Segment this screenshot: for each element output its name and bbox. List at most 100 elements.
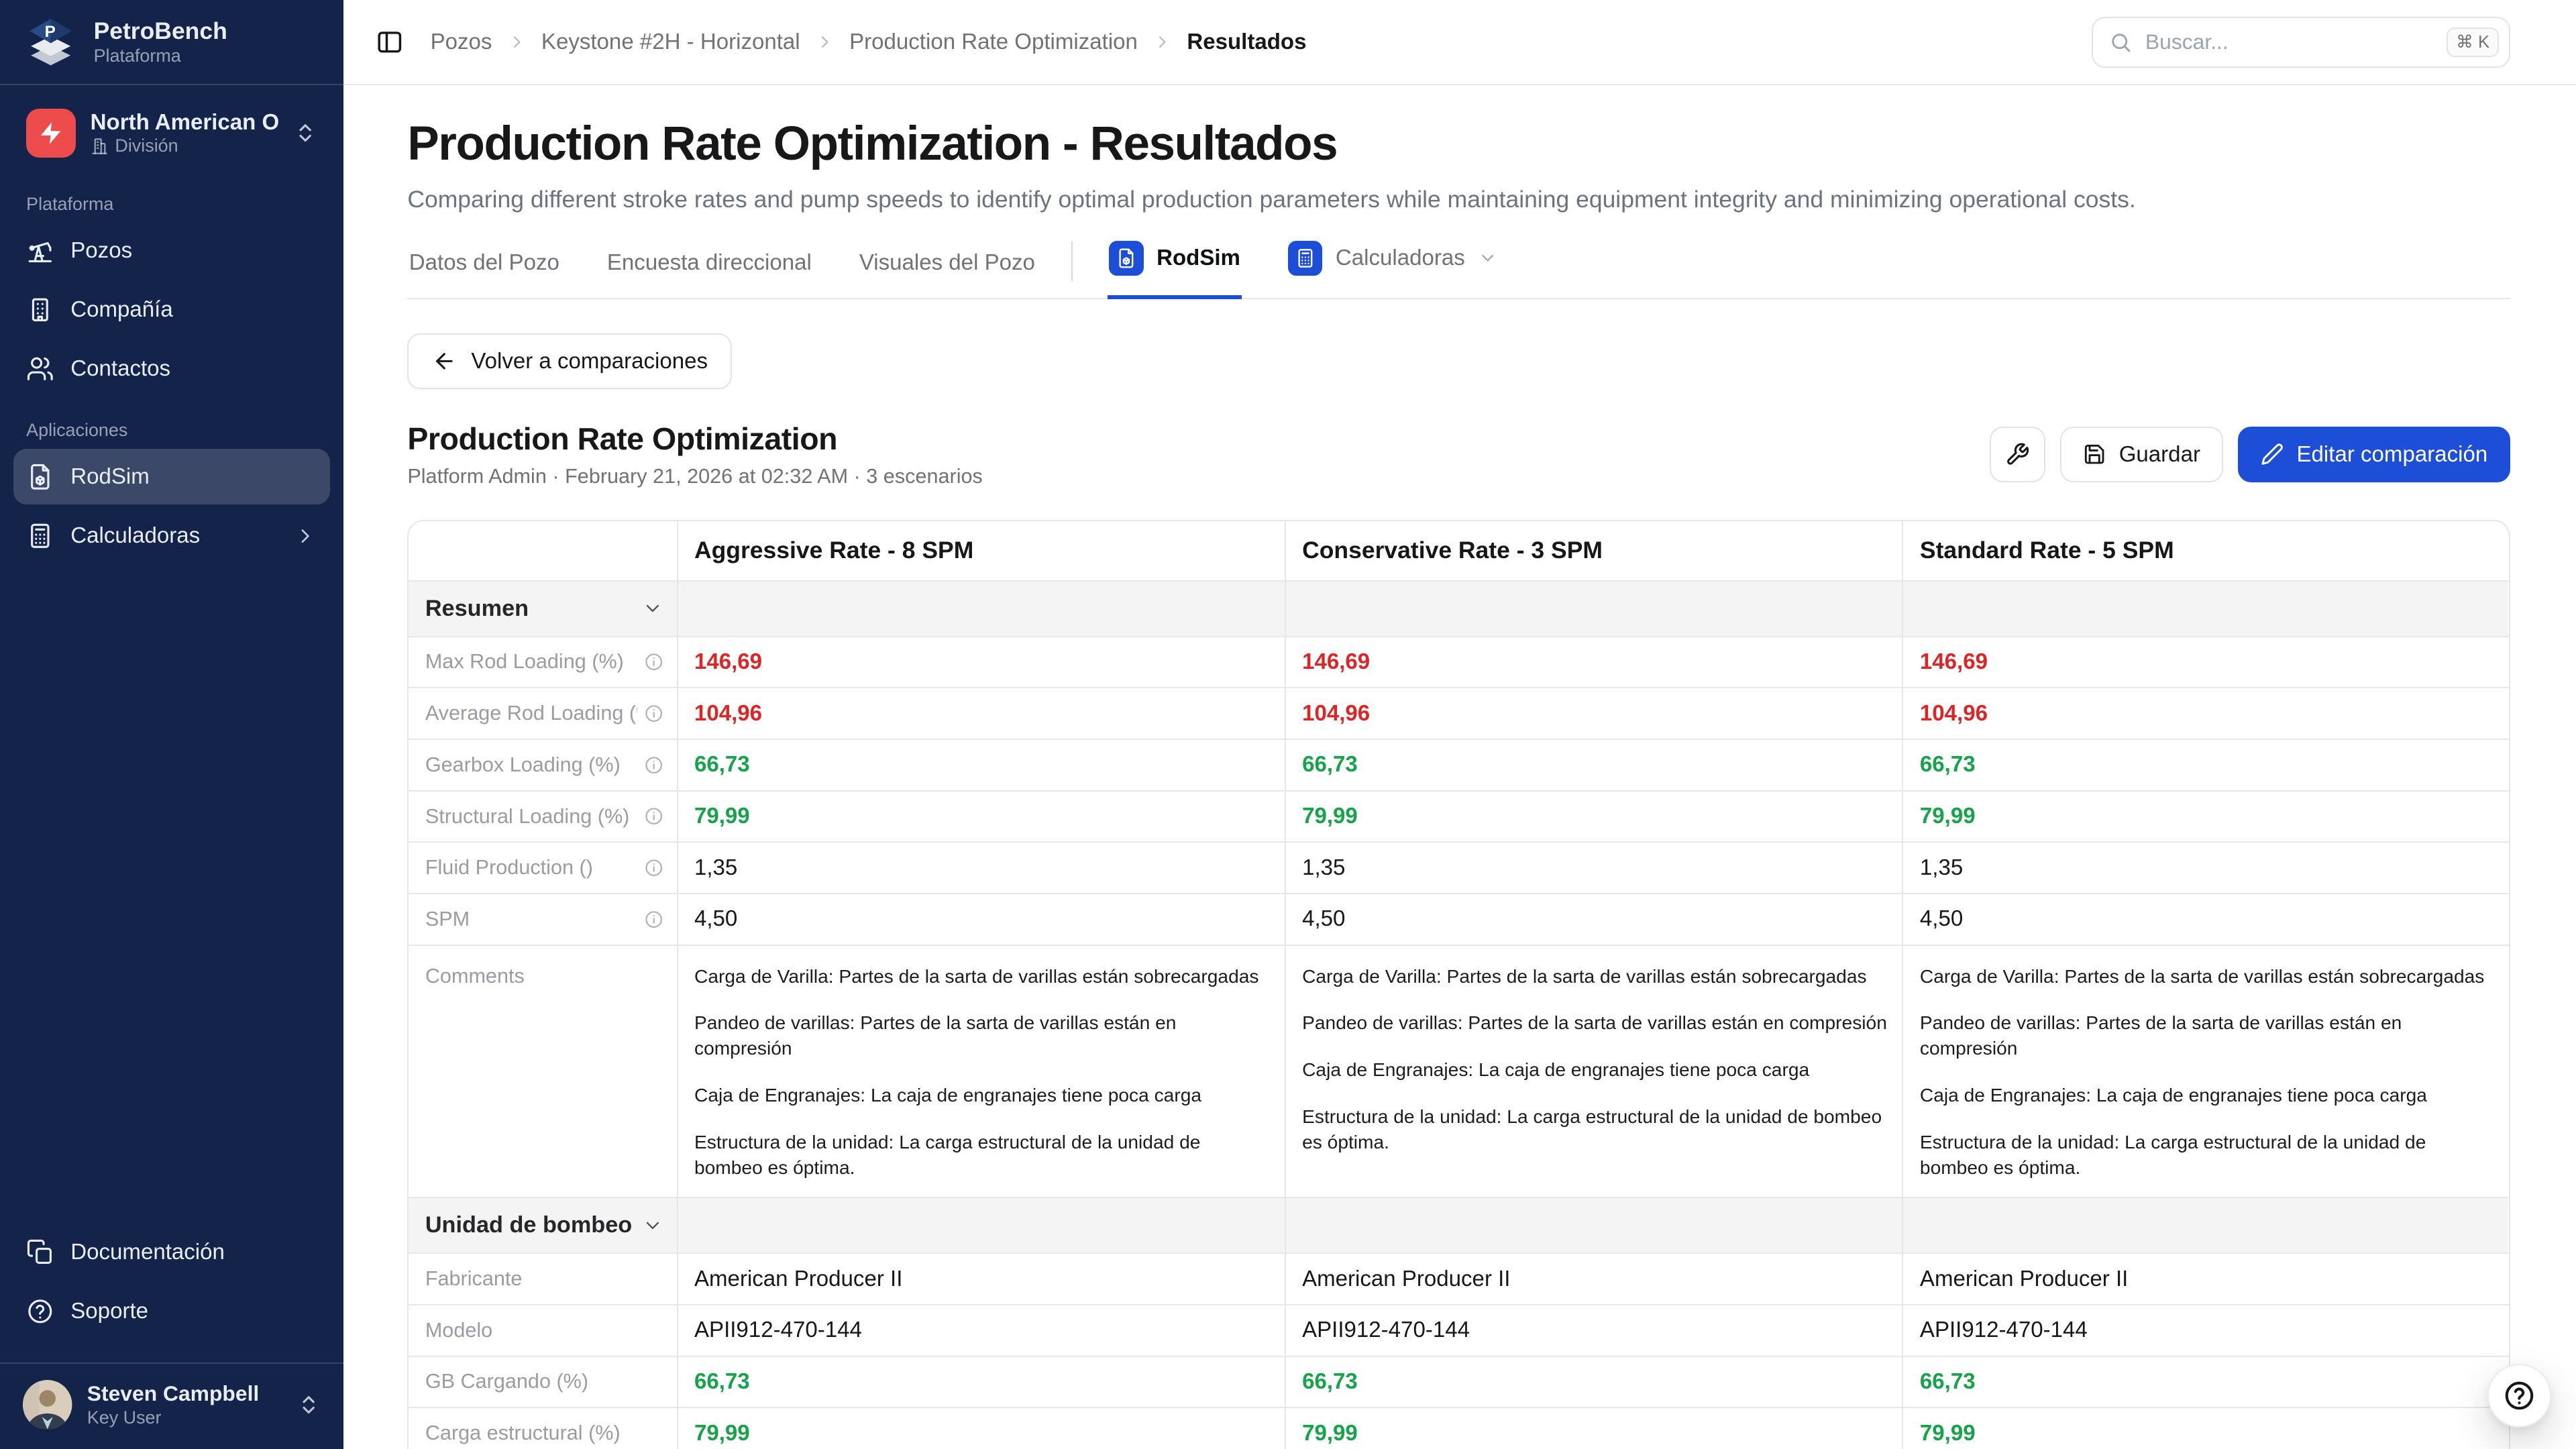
- metric-value: 79,99: [1302, 804, 1358, 829]
- tab-bar: Datos del Pozo Encuesta direccional Visual…: [407, 241, 2511, 300]
- metric-value: American Producer II: [694, 1266, 903, 1291]
- comment-text: Carga de Varilla: Partes de la sarta de …: [1919, 965, 2485, 987]
- info-icon[interactable]: [644, 910, 663, 929]
- comment-text: Carga de Varilla: Partes de la sarta de …: [1302, 965, 1867, 987]
- tab-rodsim[interactable]: RodSim: [1107, 241, 1242, 300]
- sidebar-item-compania[interactable]: Compañía: [13, 282, 331, 337]
- tab-datos-del-pozo[interactable]: Datos del Pozo: [407, 250, 561, 299]
- back-to-comparisons-button[interactable]: Volver a comparaciones: [407, 333, 733, 390]
- comparison-title-block: Production Rate Optimization Platform Ad…: [407, 421, 983, 488]
- metric-label: SPM: [425, 907, 470, 930]
- metric-value: 146,69: [1919, 649, 1988, 674]
- save-button[interactable]: Guardar: [2060, 426, 2223, 483]
- search-input[interactable]: [2145, 30, 2434, 55]
- comment-text: Carga de Varilla: Partes de la sarta de …: [694, 965, 1259, 987]
- table-section-header[interactable]: Unidad de bombeo: [409, 1197, 2510, 1253]
- org-name: North American Opera: [90, 109, 280, 135]
- help-fab-button[interactable]: [2487, 1363, 2552, 1428]
- wrench-icon: [2005, 442, 2030, 467]
- org-switcher[interactable]: North American Opera División: [13, 99, 331, 168]
- chevron-right-icon: [815, 32, 835, 52]
- metric-value: 66,73: [694, 1368, 750, 1394]
- metric-value: 104,96: [1302, 700, 1371, 726]
- breadcrumb-item-1[interactable]: Pozos: [430, 29, 492, 54]
- topbar: Pozos Keystone #2H - Horizontal Production…: [343, 0, 2576, 86]
- svg-text:P: P: [45, 23, 56, 41]
- tab-encuesta-direccional[interactable]: Encuesta direccional: [605, 250, 813, 299]
- tab-visuales-del-pozo[interactable]: Visuales del Pozo: [857, 250, 1036, 299]
- metric-row: Gearbox Loading (%) 66,73 66,73 66,73: [409, 738, 2510, 790]
- sidebar-spacer: [0, 564, 343, 1224]
- metric-value: 66,73: [1919, 1368, 1976, 1394]
- page-title: Production Rate Optimization - Resultado…: [407, 117, 1338, 171]
- info-icon[interactable]: [644, 704, 663, 723]
- save-button-label: Guardar: [2118, 441, 2200, 467]
- file-box-icon: [26, 463, 54, 491]
- breadcrumb-item-3[interactable]: Production Rate Optimization: [849, 29, 1138, 54]
- user-menu[interactable]: Steven Campbell Key User: [0, 1362, 343, 1449]
- comments-cell: Carga de Varilla: Partes de la sarta de …: [676, 945, 1285, 1197]
- org-type: División: [91, 136, 280, 157]
- comment-text: Caja de Engranajes: La caja de engranaje…: [1919, 1085, 2427, 1106]
- metric-value: 104,96: [1919, 700, 1988, 726]
- calculator-icon: [26, 522, 54, 550]
- metric-value: 79,99: [1302, 1420, 1358, 1446]
- tab-calculadoras[interactable]: Calculadoras: [1286, 241, 1499, 299]
- search-shortcut-badge: ⌘ K: [2446, 27, 2500, 57]
- sidebar-item-pozos[interactable]: Pozos: [13, 223, 331, 278]
- building-small-icon: [91, 137, 109, 155]
- sidebar-item-soporte[interactable]: Soporte: [13, 1283, 331, 1339]
- sidebar-item-calculadoras[interactable]: Calculadoras: [13, 508, 331, 564]
- comment-text: Caja de Engranajes: La caja de engranaje…: [1302, 1059, 1810, 1081]
- metric-row: Modelo APII912-470-144 APII912-470-144 APII…: [409, 1303, 2510, 1356]
- table-section-header[interactable]: Resumen: [409, 580, 2510, 636]
- sidebar-toggle-button[interactable]: [368, 21, 411, 64]
- edit-button-label: Editar comparación: [2296, 441, 2488, 467]
- chevrons-up-down-icon: [294, 121, 317, 144]
- user-info: Steven Campbell Key User: [87, 1381, 259, 1428]
- chevron-down-icon: [642, 1215, 663, 1236]
- back-button-label: Volver a comparaciones: [471, 348, 708, 374]
- comment-text: Pandeo de varillas: Partes de la sarta d…: [1302, 1012, 1887, 1034]
- info-icon[interactable]: [644, 755, 663, 775]
- metric-row: Average Rod Loading (%) 104,96 104,96 104,9…: [409, 687, 2510, 739]
- sidebar-item-rodsim[interactable]: RodSim: [13, 449, 331, 505]
- help-circle-icon: [2503, 1379, 2536, 1412]
- tools-button[interactable]: [1989, 426, 2045, 483]
- metric-value: 79,99: [694, 1420, 750, 1446]
- metric-value: 104,96: [694, 700, 763, 726]
- edit-comparison-button[interactable]: Editar comparación: [2237, 426, 2511, 483]
- info-icon[interactable]: [644, 652, 663, 672]
- global-search[interactable]: ⌘ K: [2091, 16, 2511, 68]
- breadcrumb-item-2[interactable]: Keystone #2H - Horizontal: [541, 29, 800, 54]
- section-title: Unidad de bombeo: [425, 1212, 633, 1238]
- comment-text: Caja de Engranajes: La caja de engranaje…: [694, 1085, 1202, 1106]
- info-icon[interactable]: [644, 806, 663, 826]
- sidebar-item-label: Contactos: [70, 356, 171, 382]
- chevron-down-icon: [1478, 248, 1497, 268]
- users-icon: [26, 355, 54, 383]
- sidebar-item-contactos[interactable]: Contactos: [13, 341, 331, 396]
- footer-nav: Documentación Soporte: [0, 1224, 343, 1349]
- breadcrumb-item-4: Resultados: [1187, 29, 1307, 54]
- chevrons-up-down-icon: [297, 1393, 320, 1416]
- metric-label: Modelo: [425, 1318, 493, 1342]
- panel-left-icon: [376, 28, 404, 56]
- comment-text: Estructura de la unidad: La carga estruc…: [1919, 1131, 2426, 1178]
- sidebar-item-documentacion[interactable]: Documentación: [13, 1224, 331, 1280]
- scenario-column-header-3: Standard Rate - 5 SPM: [1902, 521, 2508, 580]
- metric-label: Average Rod Loading (%): [425, 702, 637, 725]
- section-title: Resumen: [425, 595, 529, 621]
- org-type-label: División: [115, 136, 178, 156]
- sidebar-item-label: RodSim: [70, 464, 150, 489]
- tab-divider: [1071, 241, 1073, 282]
- building-icon: [26, 296, 54, 324]
- info-icon[interactable]: [644, 858, 663, 877]
- sidebar-section-plataforma: Plataforma: [26, 193, 114, 214]
- metric-value: 146,69: [1302, 649, 1371, 674]
- metric-label: Gearbox Loading (%): [425, 753, 621, 776]
- table-header-row: Aggressive Rate - 8 SPM Conservative Rate…: [409, 521, 2509, 580]
- save-icon: [2083, 443, 2106, 466]
- scenario-column-header-2: Conservative Rate - 3 SPM: [1284, 521, 1902, 580]
- metric-value: 66,73: [1919, 752, 1976, 777]
